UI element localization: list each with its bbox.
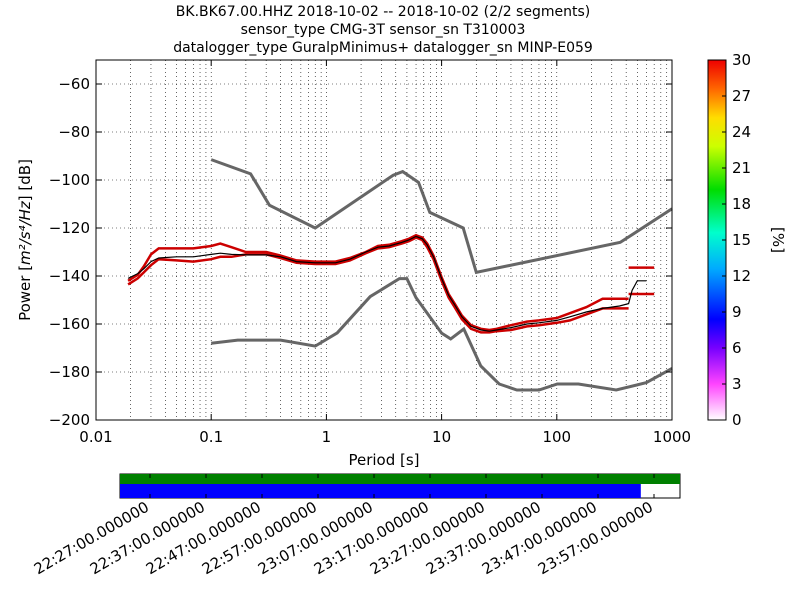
x-tick-label: 0.1 xyxy=(199,428,223,446)
y-tick-label: −160 xyxy=(49,315,90,333)
colorbar-tick-label: 18 xyxy=(732,195,751,213)
y-tick-label: −140 xyxy=(49,267,90,285)
ppsd-upper-trace xyxy=(127,233,629,332)
colorbar-tick-label: 0 xyxy=(732,411,742,429)
psd-coverage-bar xyxy=(120,484,641,498)
y-tick-label: −100 xyxy=(49,171,90,189)
colorbar-tick-label: 6 xyxy=(732,339,742,357)
ppsd-lower-trace xyxy=(127,236,629,334)
x-tick-label: 1 xyxy=(322,428,332,446)
colorbar-tick-label: 15 xyxy=(732,231,751,249)
x-axis-label: Period [s] xyxy=(348,451,419,469)
colorbar-label: [%] xyxy=(769,227,787,253)
y-tick-label: −80 xyxy=(58,123,90,141)
plot-background xyxy=(96,60,672,420)
y-tick-label: −60 xyxy=(58,75,90,93)
low-noise-model-line xyxy=(211,277,673,392)
y-tick-label: −180 xyxy=(49,363,90,381)
axis-ticks: 0.01 0.1 1 10 100 1000 −200 −180 −160 −140 −120 −10… xyxy=(49,60,691,446)
x-tick-label: 1000 xyxy=(653,428,691,446)
colorbar-ticks: 0 3 6 9 12 15 18 21 24 27 30 xyxy=(722,51,751,429)
grid xyxy=(96,60,672,420)
plot-frame xyxy=(95,59,673,421)
y-tick-label: −200 xyxy=(49,411,90,429)
high-noise-model-line xyxy=(210,158,673,275)
colorbar: 0 3 6 9 12 15 18 21 24 27 30 [%] xyxy=(707,51,787,429)
data-coverage-bar xyxy=(120,474,680,484)
colorbar-tick-label: 24 xyxy=(732,123,751,141)
colorbar-tick-label: 9 xyxy=(732,303,742,321)
colorbar-tick-label: 21 xyxy=(732,159,751,177)
x-tick-label: 100 xyxy=(542,428,571,446)
time-coverage-bar: 22:27:00.00000022:37:00.00000022:47:00.0… xyxy=(31,473,681,578)
curves xyxy=(127,158,673,392)
ppsd-plot: 0.01 0.1 1 10 100 1000 −200 −180 −160 −140 −120 −10… xyxy=(49,59,691,446)
y-tick-label: −120 xyxy=(49,219,90,237)
x-tick-label: 10 xyxy=(432,428,451,446)
colorbar-tick-label: 27 xyxy=(732,87,751,105)
colorbar-tick-label: 12 xyxy=(732,267,751,285)
title-line-3: datalogger_type GuralpMinimus+ datalogge… xyxy=(173,40,593,56)
title-line-1: BK.BK67.00.HHZ 2018-10-02 -- 2018-10-02 … xyxy=(176,4,590,20)
x-tick-label: 0.01 xyxy=(79,428,112,446)
y-axis-label: Power [m²/s⁴/Hz] [dB] xyxy=(16,159,34,321)
mode-curve xyxy=(127,235,647,332)
title-line-2: sensor_type CMG-3T sensor_sn T310003 xyxy=(241,22,526,38)
colorbar-tick-label: 30 xyxy=(732,51,751,69)
colorbar-tick-label: 3 xyxy=(732,375,742,393)
